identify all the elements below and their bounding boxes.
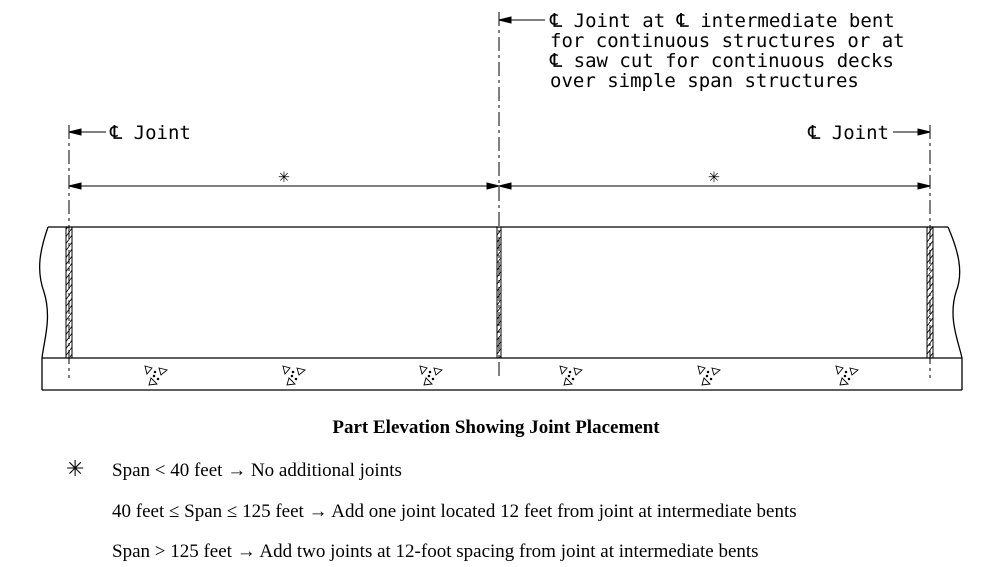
dim-arrow <box>917 182 931 190</box>
dim-arrow <box>498 182 512 190</box>
aggregate-symbol <box>144 365 168 386</box>
joint-centerlines <box>68 12 931 378</box>
asterisk-icon: ✳ <box>66 457 85 482</box>
drawing-caption: Part Elevation Showing Joint Placement <box>332 417 660 438</box>
top-note-line-4: over simple span structures <box>550 70 859 92</box>
dim-arrow <box>68 182 82 190</box>
note-line-3: Span > 125 feet → Add two joints at 12-f… <box>112 541 759 562</box>
joint-elevation-drawing: ℄ Joint at ℄ intermediate bent for conti… <box>39 10 963 391</box>
note-line-2: 40 feet ≤ Span ≤ 125 feet → Add one join… <box>112 501 797 522</box>
aggregate-symbol <box>282 365 306 386</box>
top-note-line-3: ℄ saw cut for continuous decks <box>549 50 894 72</box>
span-mark-left: ✳ <box>278 165 289 187</box>
leader-arrows <box>68 16 931 136</box>
aggregate-symbol <box>419 365 443 386</box>
aggregate-symbol <box>835 365 859 386</box>
dim-arrow <box>486 182 500 190</box>
span-mark-right: ✳ <box>708 165 719 187</box>
note-line-1: Span < 40 feet → No additional joints <box>112 460 402 481</box>
top-note-line-2: for continuous structures or at <box>550 30 905 52</box>
top-note-line-1: ℄ Joint at ℄ intermediate bent <box>549 10 895 32</box>
right-joint-label: ℄ Joint <box>807 122 889 144</box>
aggregate-symbol <box>559 365 583 386</box>
aggregate-symbol <box>697 365 721 386</box>
aggregate-symbols <box>144 365 859 386</box>
span-dimensions <box>68 182 931 190</box>
left-joint-label: ℄ Joint <box>109 122 191 144</box>
